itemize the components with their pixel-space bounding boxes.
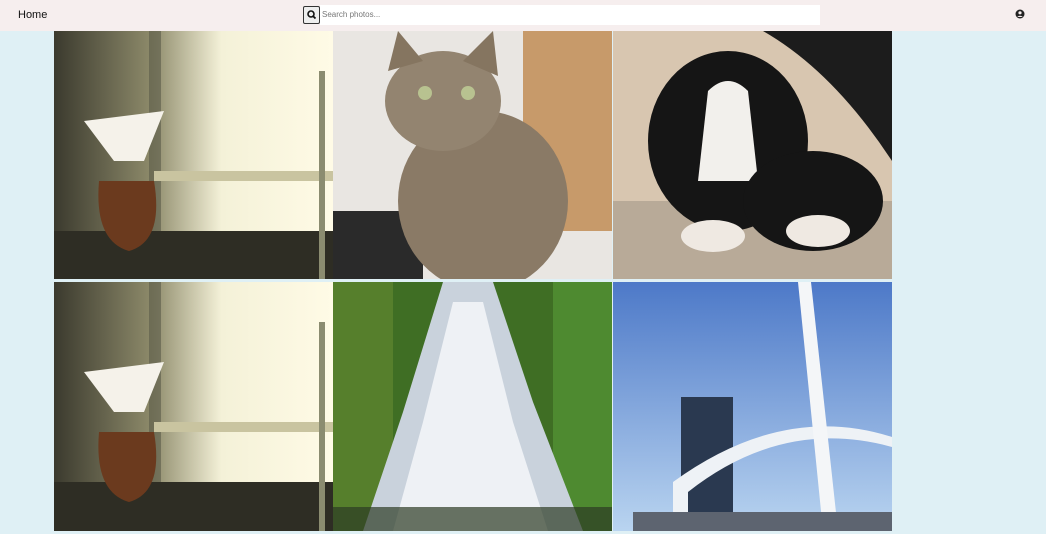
photo-bridge[interactable]: [613, 282, 892, 531]
photo-puppy[interactable]: [613, 31, 892, 279]
photo-coffee-2[interactable]: [54, 282, 333, 531]
search-placeholder: Search photos...: [322, 10, 381, 19]
photo: [613, 282, 892, 531]
photo: [54, 282, 333, 531]
photo: [613, 31, 892, 279]
photo-waterfall[interactable]: [333, 282, 612, 531]
photo: [333, 31, 612, 279]
top-bar: Home Search photos...: [0, 0, 1046, 31]
photo-cat[interactable]: [333, 31, 612, 279]
user-icon[interactable]: [1015, 9, 1025, 19]
home-link[interactable]: Home: [18, 9, 48, 21]
search-input[interactable]: Search photos...: [320, 5, 820, 25]
search-button[interactable]: [303, 6, 320, 24]
photo: [333, 282, 612, 531]
search-icon: [307, 10, 317, 20]
photo-coffee[interactable]: [54, 31, 333, 279]
photo: [54, 31, 333, 279]
